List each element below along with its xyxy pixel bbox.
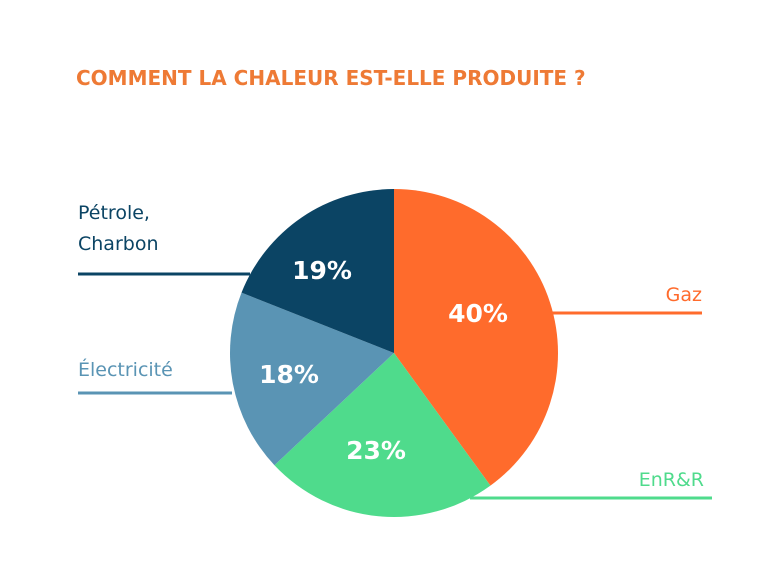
chart-title: COMMENT LA CHALEUR EST-ELLE PRODUITE ? (76, 66, 586, 90)
slice-value-label: 18% (259, 360, 319, 389)
pie-slice (274, 353, 491, 517)
legend-label: Pétrole, (78, 202, 150, 224)
pie-slice (394, 189, 558, 486)
legend-label: Charbon (78, 233, 159, 255)
legend-label: Gaz (666, 284, 702, 306)
legend-labels: Gaz EnR&R Électricité Pétrole, Charbon (78, 202, 704, 491)
slice-value-label: 19% (292, 256, 352, 285)
legend-leader-lines (78, 272, 712, 500)
pie-slice (241, 188, 394, 353)
slice-value-label: 23% (346, 436, 406, 465)
legend-label: EnR&R (639, 469, 704, 491)
slice-value-label: 40% (448, 299, 508, 328)
pie-slices (230, 188, 558, 517)
legend-label: Électricité (78, 358, 173, 381)
slice-value-labels: 40% 23% 18% 19% (259, 256, 508, 465)
pie-slice (230, 292, 394, 466)
